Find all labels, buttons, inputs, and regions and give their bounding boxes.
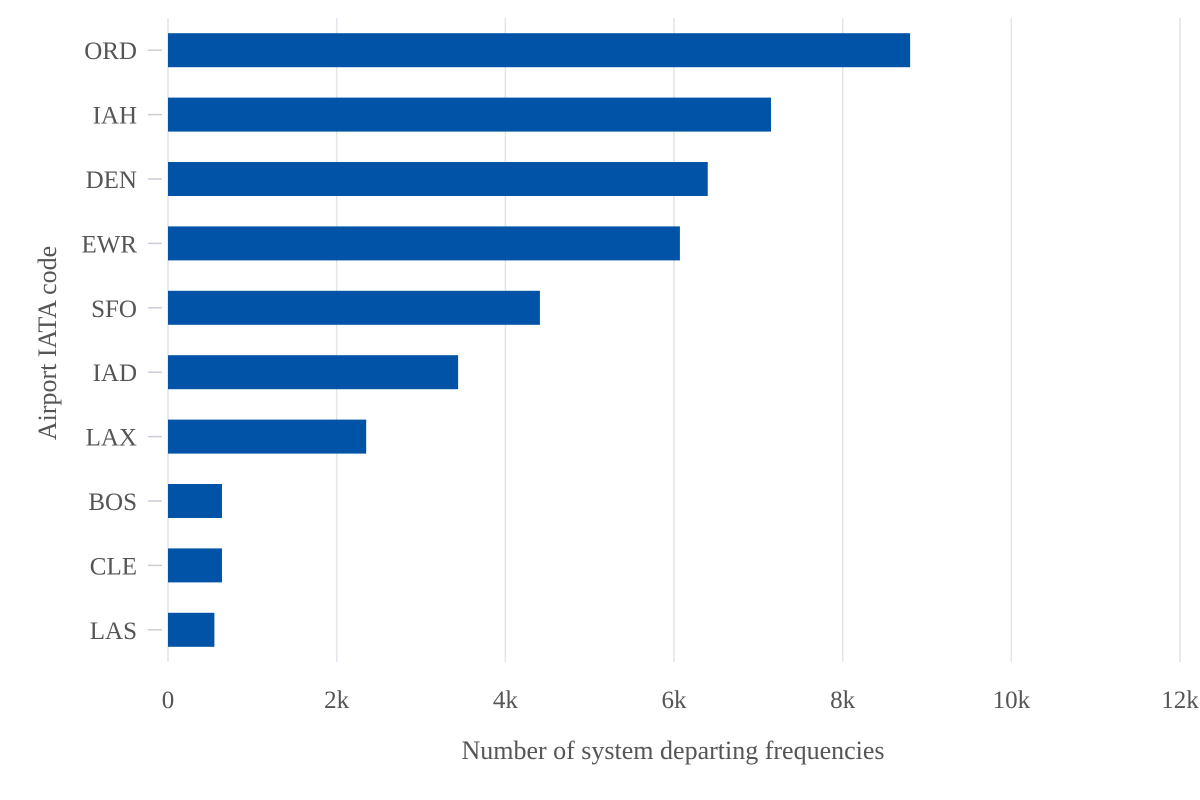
bar-bos[interactable] — [168, 484, 222, 518]
y-tick-label: DEN — [86, 167, 137, 194]
x-tick-label: 8k — [830, 687, 856, 714]
x-tick-label: 6k — [662, 687, 688, 714]
x-axis-tick-labels: 0 2k 4k 6k 8k 10k 12k — [162, 687, 1200, 714]
x-tick-label: 4k — [493, 687, 519, 714]
bar-las[interactable] — [168, 612, 215, 647]
y-tick-label: EWR — [81, 231, 137, 258]
bar-cle[interactable] — [168, 548, 222, 583]
y-tick-label: LAS — [90, 618, 137, 645]
x-tick-label: 0 — [162, 687, 175, 714]
bar-ewr[interactable] — [168, 226, 680, 261]
x-tick-label: 12k — [1161, 687, 1199, 714]
bars — [168, 33, 911, 647]
y-tick-label: IAD — [93, 360, 137, 387]
x-axis-title: Number of system departing frequencies — [461, 736, 884, 765]
bar-iah[interactable] — [168, 97, 771, 132]
y-tick-label: IAH — [93, 103, 137, 130]
bar-lax[interactable] — [168, 419, 367, 454]
y-axis-ticks: ORD IAH DEN EWR SFO IAD LAX BOS CLE LAS — [81, 38, 162, 645]
x-tick-label: 10k — [993, 687, 1031, 714]
bar-iad[interactable] — [168, 355, 459, 390]
y-tick-label: CLE — [90, 553, 137, 580]
bar-sfo[interactable] — [168, 290, 540, 325]
y-tick-label: BOS — [88, 489, 137, 516]
bar-den[interactable] — [168, 162, 708, 196]
y-tick-label: SFO — [91, 296, 137, 323]
y-tick-label: ORD — [84, 38, 137, 65]
bar-ord[interactable] — [168, 33, 911, 68]
y-axis-title: Airport IATA code — [33, 246, 62, 440]
x-tick-label: 2k — [324, 687, 350, 714]
y-tick-label: LAX — [86, 425, 137, 452]
